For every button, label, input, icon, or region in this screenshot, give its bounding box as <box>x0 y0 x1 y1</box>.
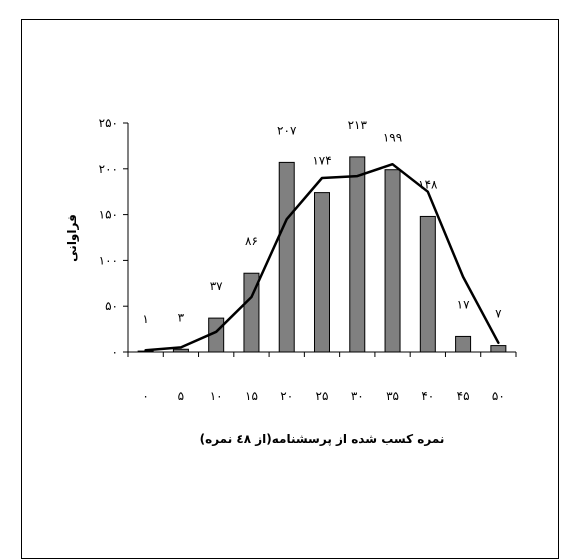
x-tick-label: ۲۰ <box>280 389 293 403</box>
bar <box>349 156 366 353</box>
data-labels: ۱ ۳ ۳۷ ۸۶ ۲۰۷ ۱۷۴ ۲۱۳ ۱۹۹ ۱۴۸ ۱۷ ۷ <box>142 118 502 326</box>
bar <box>419 215 436 353</box>
data-label: ۷ <box>495 307 502 321</box>
data-label: ۳ <box>178 310 185 324</box>
data-label: ۸۶ <box>245 234 258 248</box>
axes-layer <box>127 123 516 353</box>
data-label: ۳۷ <box>210 279 223 293</box>
chart-svg: ۰ ۵۰ ۱۰۰ ۱۵۰ ۲۰۰ ۲۵۰ ۰ ۵ ۱۰ ۱۵ ۲۰ ۲۵ ۳۰ ۳۵ ۴۰ ۴۵ ۵۰ ۱ ۳ ۳… <box>65 116 517 446</box>
x-tick-label: ۱۰ <box>210 389 223 403</box>
trend-line <box>144 162 500 352</box>
line-layer <box>144 162 500 352</box>
data-label: ۱۴۸ <box>418 177 438 191</box>
x-tick-label: ۴۰ <box>421 389 434 403</box>
x-tick-label: ۳۰ <box>351 389 364 403</box>
y-tick-label: ۲۰۰ <box>99 162 118 176</box>
y-tick-label: ۵۰ <box>105 299 118 313</box>
y-axis-title: فراوانی <box>65 214 80 262</box>
x-tick-label: ۵ <box>178 389 184 403</box>
x-tick-label: ۵۰ <box>492 389 505 403</box>
bar <box>490 345 507 353</box>
bar <box>314 192 330 353</box>
bars-layer <box>137 156 507 353</box>
y-tick-label: ۰ <box>112 345 118 359</box>
data-label: ۱ <box>142 312 148 326</box>
x-tick-label: ۱۵ <box>245 389 258 403</box>
x-ticks: ۰ ۵ ۱۰ ۱۵ ۲۰ ۲۵ ۳۰ ۳۵ ۴۰ ۴۵ ۵۰ <box>127 352 517 403</box>
chart-frame: ۰ ۵۰ ۱۰۰ ۱۵۰ ۲۰۰ ۲۵۰ ۰ ۵ ۱۰ ۱۵ ۲۰ ۲۵ ۳۰ ۳۵ ۴۰ ۴۵ ۵۰ ۱ ۳ ۳… <box>21 19 559 559</box>
data-label: ۱۷ <box>457 297 470 311</box>
x-tick-label: ۳۵ <box>386 389 399 403</box>
x-axis-title: نمره کسب شده از پرسشنامه(از ٤۸ نمره) <box>200 432 445 446</box>
bar <box>278 161 295 353</box>
data-label: ۲۰۷ <box>277 123 297 137</box>
x-tick-label: ۲۵ <box>316 389 329 403</box>
data-label: ۱۷۴ <box>312 154 331 168</box>
x-tick-label: ۰ <box>142 389 148 403</box>
y-tick-label: ۱۵۰ <box>99 208 118 222</box>
x-tick-label: ۴۵ <box>457 389 470 403</box>
data-label: ۱۹۹ <box>383 131 402 145</box>
y-tick-label: ۲۵۰ <box>99 116 118 130</box>
bar <box>455 335 472 353</box>
y-ticks: ۰ ۵۰ ۱۰۰ ۱۵۰ ۲۰۰ ۲۵۰ <box>99 116 128 359</box>
data-label: ۲۱۳ <box>348 118 368 132</box>
bar <box>384 169 401 353</box>
y-tick-label: ۱۰۰ <box>99 253 118 267</box>
